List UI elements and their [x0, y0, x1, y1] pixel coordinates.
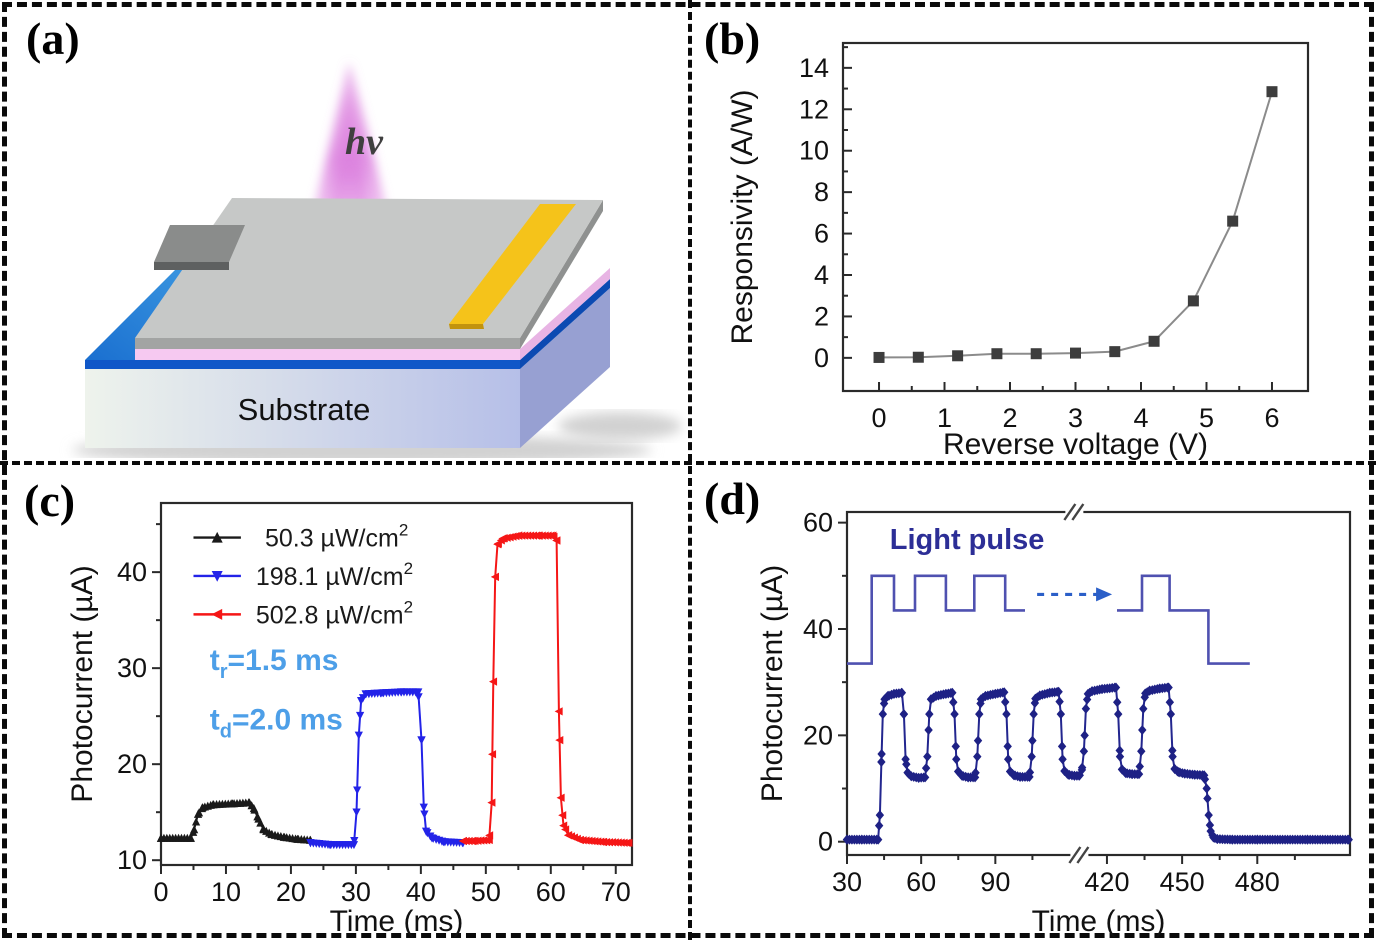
panel-divider-vertical [688, 0, 692, 940]
pink-layer-front-edge [135, 349, 520, 360]
light-pulse-label: Light pulse [890, 524, 1045, 556]
series-50.3 uW/cm2 [156, 798, 315, 844]
x-tick-label: 60 [906, 867, 936, 897]
panel-d-pulse-response-chart: 30 60 90 420 450 480 0 20 40 60 Time (ms) Photocurr… [756, 503, 1353, 938]
x-axis-label: Time (ms) [1032, 905, 1166, 938]
axis-break-slash [1076, 846, 1090, 864]
axis-ticks [838, 521, 1296, 864]
substrate-front-face [85, 369, 520, 448]
axis-ticks [843, 46, 1273, 391]
beam-label: hν [345, 121, 384, 163]
y-tick-label: 20 [117, 749, 147, 779]
y-tick-label: 20 [803, 720, 833, 750]
y-tick-label: 10 [799, 136, 829, 166]
x-tick-label: 5 [1199, 403, 1214, 433]
series-502.8 uW/cm2 [458, 531, 633, 848]
x-axis-label: Time (ms) [330, 905, 464, 938]
x-tick-label: 0 [872, 403, 887, 433]
y-tick-label: 60 [803, 508, 833, 538]
y-axis-label: Responsivity (A/W) [726, 89, 759, 344]
device-shadow-right [558, 412, 682, 440]
panel-d-letter: (d) [704, 473, 761, 524]
y-tick-label: 12 [799, 94, 829, 124]
gray-slab-side [520, 200, 603, 349]
x-tick-label: 450 [1160, 867, 1205, 897]
annotation-text: td=2.0 ms [210, 704, 343, 743]
axis-break-slash [1063, 503, 1077, 521]
x-tick-label: 90 [980, 867, 1010, 897]
gray-slab-front-edge [135, 338, 520, 349]
light-pulse-pre [847, 574, 1025, 665]
axis-break-slash [1071, 503, 1085, 521]
legend-label: 198.1 µW/cm2 [256, 559, 413, 591]
axis-ticks [152, 523, 617, 874]
x-tick-label: 30 [341, 877, 371, 907]
axis-break-slash [1068, 846, 1082, 864]
series-198.1 uW/cm2 [306, 688, 468, 850]
x-tick-label: 30 [832, 867, 862, 897]
x-tick-label: 420 [1084, 867, 1129, 897]
series-responsivity [873, 86, 1278, 363]
series-photocurrent-post-break [1075, 682, 1353, 845]
x-tick-label: 1 [937, 403, 952, 433]
y-tick-label: 10 [117, 845, 147, 875]
gold-electrode [449, 204, 576, 324]
x-tick-label: 0 [153, 877, 168, 907]
y-tick-label: 8 [814, 177, 829, 207]
blue-layer-side [520, 279, 610, 369]
x-tick-label: 60 [536, 877, 566, 907]
x-axis-label: Reverse voltage (V) [943, 428, 1208, 460]
gold-electrode-edge [449, 324, 484, 329]
y-axis-label: Photocurrent (µA) [66, 565, 99, 802]
y-tick-label: 4 [814, 260, 829, 290]
blue-layer-front-edge [85, 360, 520, 369]
y-tick-label: 14 [799, 53, 829, 83]
legend: 50.3 µW/cm2 198.1 µW/cm2 502.8 µW/cm2 [193, 521, 413, 629]
x-tick-label: 10 [211, 877, 241, 907]
y-tick-label: 40 [117, 557, 147, 587]
panel-a-device-schematic: hν Substrate [72, 62, 682, 458]
y-tick-label: 0 [818, 827, 833, 857]
legend-label: 50.3 µW/cm2 [265, 521, 408, 553]
y-tick-label: 6 [814, 219, 829, 249]
legend-label: 502.8 µW/cm2 [256, 597, 413, 629]
plot-frame [845, 510, 1352, 857]
substrate-label: Substrate [238, 392, 371, 427]
y-tick-label: 2 [814, 301, 829, 331]
contact-pad [154, 225, 245, 262]
axis-break-gap [1065, 508, 1084, 516]
plot-frame [841, 41, 1310, 393]
x-tick-label: 50 [471, 877, 501, 907]
y-tick-label: 0 [814, 343, 829, 373]
x-tick-label: 6 [1264, 403, 1279, 433]
panel-divider-horizontal [0, 461, 1376, 465]
x-tick-label: 3 [1068, 403, 1083, 433]
contact-pad-edge [154, 262, 229, 270]
x-tick-label: 2 [1002, 403, 1017, 433]
x-tick-label: 70 [601, 877, 631, 907]
annotation-text: tr=1.5 ms [210, 644, 339, 683]
plot-frame [159, 501, 634, 867]
x-tick-label: 40 [406, 877, 436, 907]
x-tick-label: 480 [1235, 867, 1280, 897]
pink-layer-side [520, 268, 610, 360]
x-tick-label: 4 [1133, 403, 1148, 433]
substrate-side-face [520, 288, 610, 448]
light-pulse-post [1117, 574, 1250, 665]
y-tick-label: 40 [803, 614, 833, 644]
series-photocurrent-pre-break [842, 686, 1084, 845]
y-axis-label: Photocurrent (µA) [756, 565, 789, 802]
axis-break-gap [1070, 851, 1089, 859]
y-tick-label: 30 [117, 653, 147, 683]
x-tick-label: 20 [276, 877, 306, 907]
panel-a-letter: (a) [26, 13, 80, 64]
panel-c-letter: (c) [24, 475, 76, 526]
panel-b-letter: (b) [704, 13, 761, 64]
